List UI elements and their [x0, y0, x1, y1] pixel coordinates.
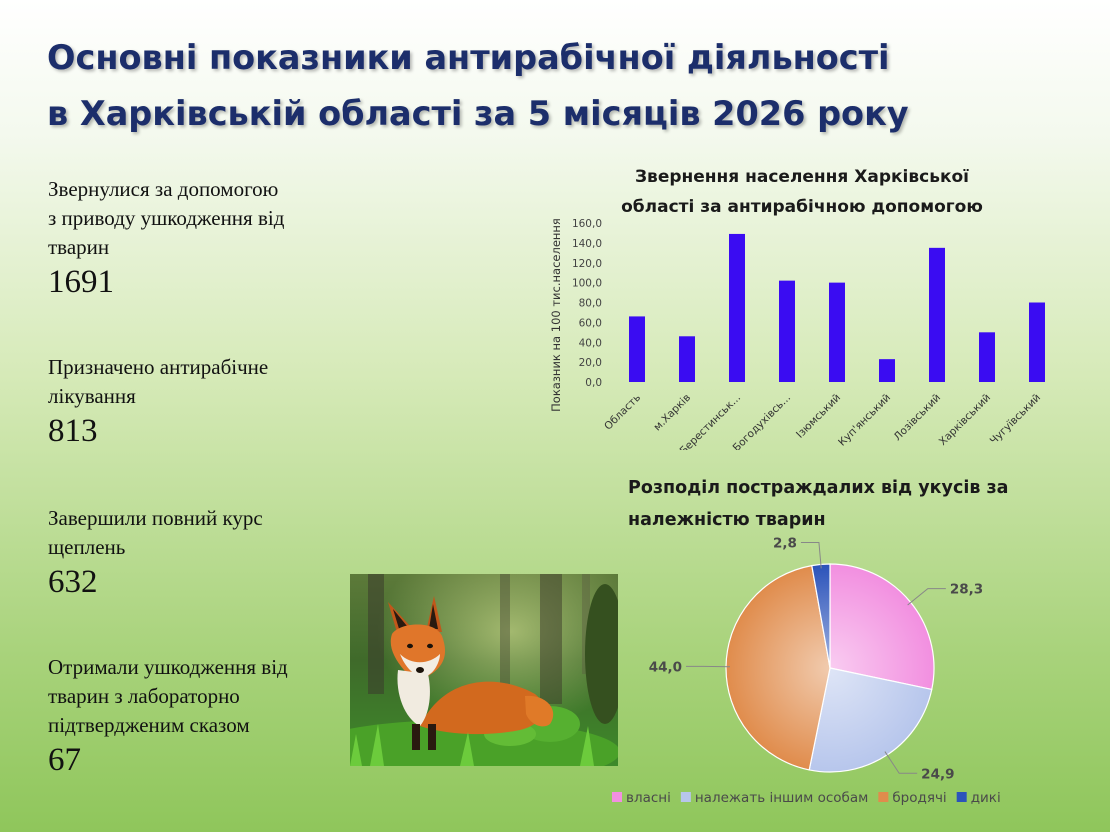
- pie-value-label: 44,0: [649, 659, 682, 675]
- bar-chart-title-line1: Звернення населення Харківської: [635, 167, 969, 187]
- pie-chart: Розподіл постраждалих від укусів за нале…: [612, 478, 1008, 806]
- bar-7: [979, 332, 995, 382]
- pie-leader-line: [907, 588, 946, 606]
- pie-value-label: 2,8: [773, 535, 797, 551]
- bar-0: [629, 316, 645, 382]
- pie-leader-line: [800, 541, 822, 569]
- stat-label: Отримали ушкодження від тварин з лаборат…: [48, 655, 288, 737]
- stat-label: Призначено антирабічне лікування: [48, 355, 269, 408]
- y-axis-label: Показник на 100 тис.населення: [549, 218, 563, 412]
- x-tick-label: Область: [602, 392, 643, 433]
- page-title: Основні показники антирабічної діяльност…: [47, 30, 1087, 142]
- y-tick-label: 120,0: [572, 258, 602, 270]
- stat-appealed: Звернулися за допомогою з приводу ушкодж…: [48, 175, 348, 302]
- legend-label: власні: [626, 790, 671, 806]
- x-tick-label: Куп'янський: [836, 392, 893, 449]
- bar-chart: Звернення населення Харківської області …: [549, 167, 1045, 450]
- bar-1: [679, 336, 695, 382]
- bar-5: [879, 359, 895, 382]
- stat-vaccination-completed: Завершили повний курс щеплень 632: [48, 504, 348, 602]
- legend-swatch: [680, 792, 691, 802]
- x-tick-label: Чугуївський: [988, 392, 1043, 447]
- y-tick-label: 140,0: [572, 238, 602, 250]
- stat-label: Звернулися за допомогою з приводу ушкодж…: [48, 177, 285, 259]
- y-tick-label: 40,0: [579, 337, 602, 349]
- x-tick-label: Ізюмський: [794, 392, 843, 441]
- y-tick-label: 160,0: [572, 218, 602, 230]
- pie-chart-title-line1: Розподіл постраждалих від укусів за: [628, 478, 1008, 498]
- y-tick-label: 60,0: [579, 317, 602, 329]
- legend-label: належать іншим особам: [695, 790, 868, 806]
- bar-chart-title-line2: області за антирабічною допомогою: [621, 197, 983, 217]
- y-tick-label: 0,0: [585, 377, 602, 389]
- bar-4: [829, 282, 845, 382]
- bar-2: [729, 233, 745, 382]
- legend-swatch: [956, 792, 967, 802]
- pie-leader-line: [884, 751, 918, 774]
- pie-value-label: 24,9: [921, 766, 954, 782]
- stat-value: 1691: [48, 264, 114, 300]
- stat-value: 67: [48, 742, 81, 778]
- pie-value-label: 28,3: [950, 582, 983, 598]
- stat-label: Завершили повний курс щеплень: [48, 506, 263, 559]
- bar-3: [779, 280, 795, 382]
- pie-slice-0: [829, 563, 935, 691]
- stat-value: 813: [48, 413, 98, 449]
- legend-label: бродячі: [892, 790, 946, 806]
- y-tick-label: 80,0: [579, 298, 602, 310]
- x-tick-label: м.Харків: [651, 392, 693, 434]
- page-title-line2: в Харківській області за 5 місяців 2026 …: [47, 94, 909, 133]
- stat-value: 632: [48, 564, 98, 600]
- stat-rabies-confirmed: Отримали ушкодження від тварин з лаборат…: [48, 653, 348, 780]
- fox-image: [350, 574, 618, 766]
- legend-swatch: [878, 792, 889, 802]
- legend-swatch: [612, 792, 622, 802]
- y-tick-label: 100,0: [572, 278, 602, 290]
- stat-treatment-prescribed: Призначено антирабічне лікування 813: [48, 353, 348, 451]
- pie-chart-title-line2: належністю тварин: [628, 510, 826, 530]
- page-title-line1: Основні показники антирабічної діяльност…: [47, 38, 890, 77]
- bar-6: [929, 247, 945, 382]
- legend-label: дикі: [971, 790, 1001, 806]
- x-tick-label: Харківський: [937, 392, 993, 448]
- y-tick-label: 20,0: [579, 357, 602, 369]
- bar-8: [1029, 302, 1045, 382]
- x-tick-label: Лозівський: [892, 392, 944, 444]
- pie-slice-2: [725, 564, 831, 771]
